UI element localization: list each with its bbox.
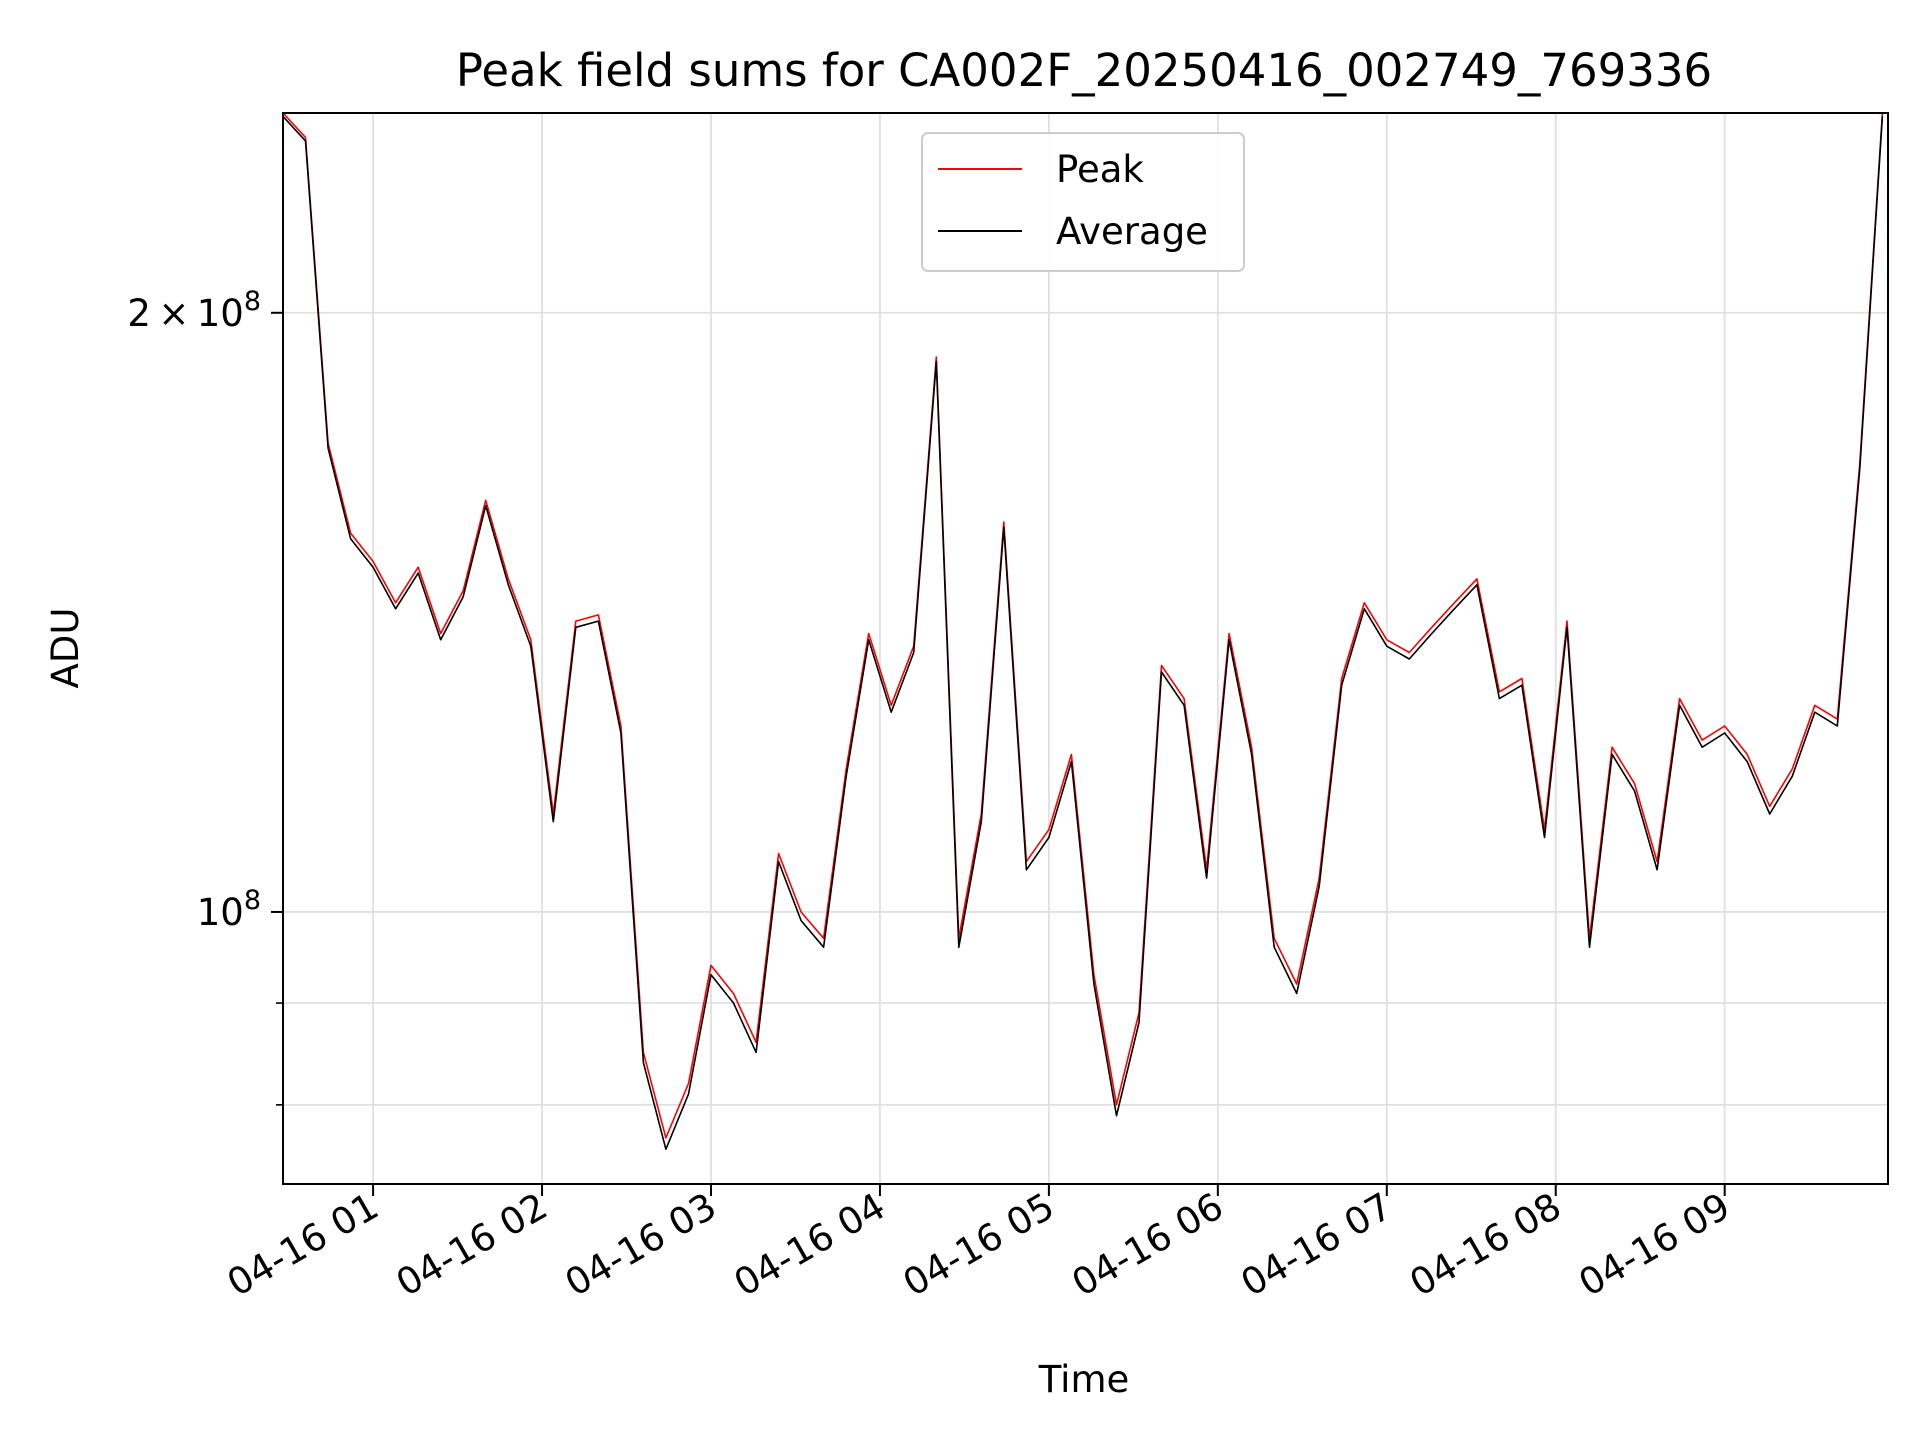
grid-lines	[283, 113, 1888, 1184]
legend-box	[921, 132, 1245, 272]
y-tick-label: 108	[197, 885, 261, 934]
y-tick-label: 2 × 108	[127, 286, 261, 335]
legend: Peak Average	[921, 132, 1245, 272]
legend-label-peak: Peak	[1056, 148, 1144, 191]
plot-frame	[282, 112, 1889, 1185]
y-axis-ticks: 108 2 × 108	[127, 286, 283, 1106]
series-line-average	[283, 115, 1884, 1150]
data-lines	[283, 113, 1884, 1150]
legend-label-average: Average	[1056, 210, 1208, 253]
chart-title: Peak field sums for CA002F_20250416_0027…	[456, 44, 1712, 97]
x-axis-label: Time	[1038, 1358, 1130, 1401]
plot-area	[283, 113, 1888, 1184]
y-axis-label: ADU	[44, 608, 87, 689]
series-line-peak	[283, 113, 1884, 1139]
